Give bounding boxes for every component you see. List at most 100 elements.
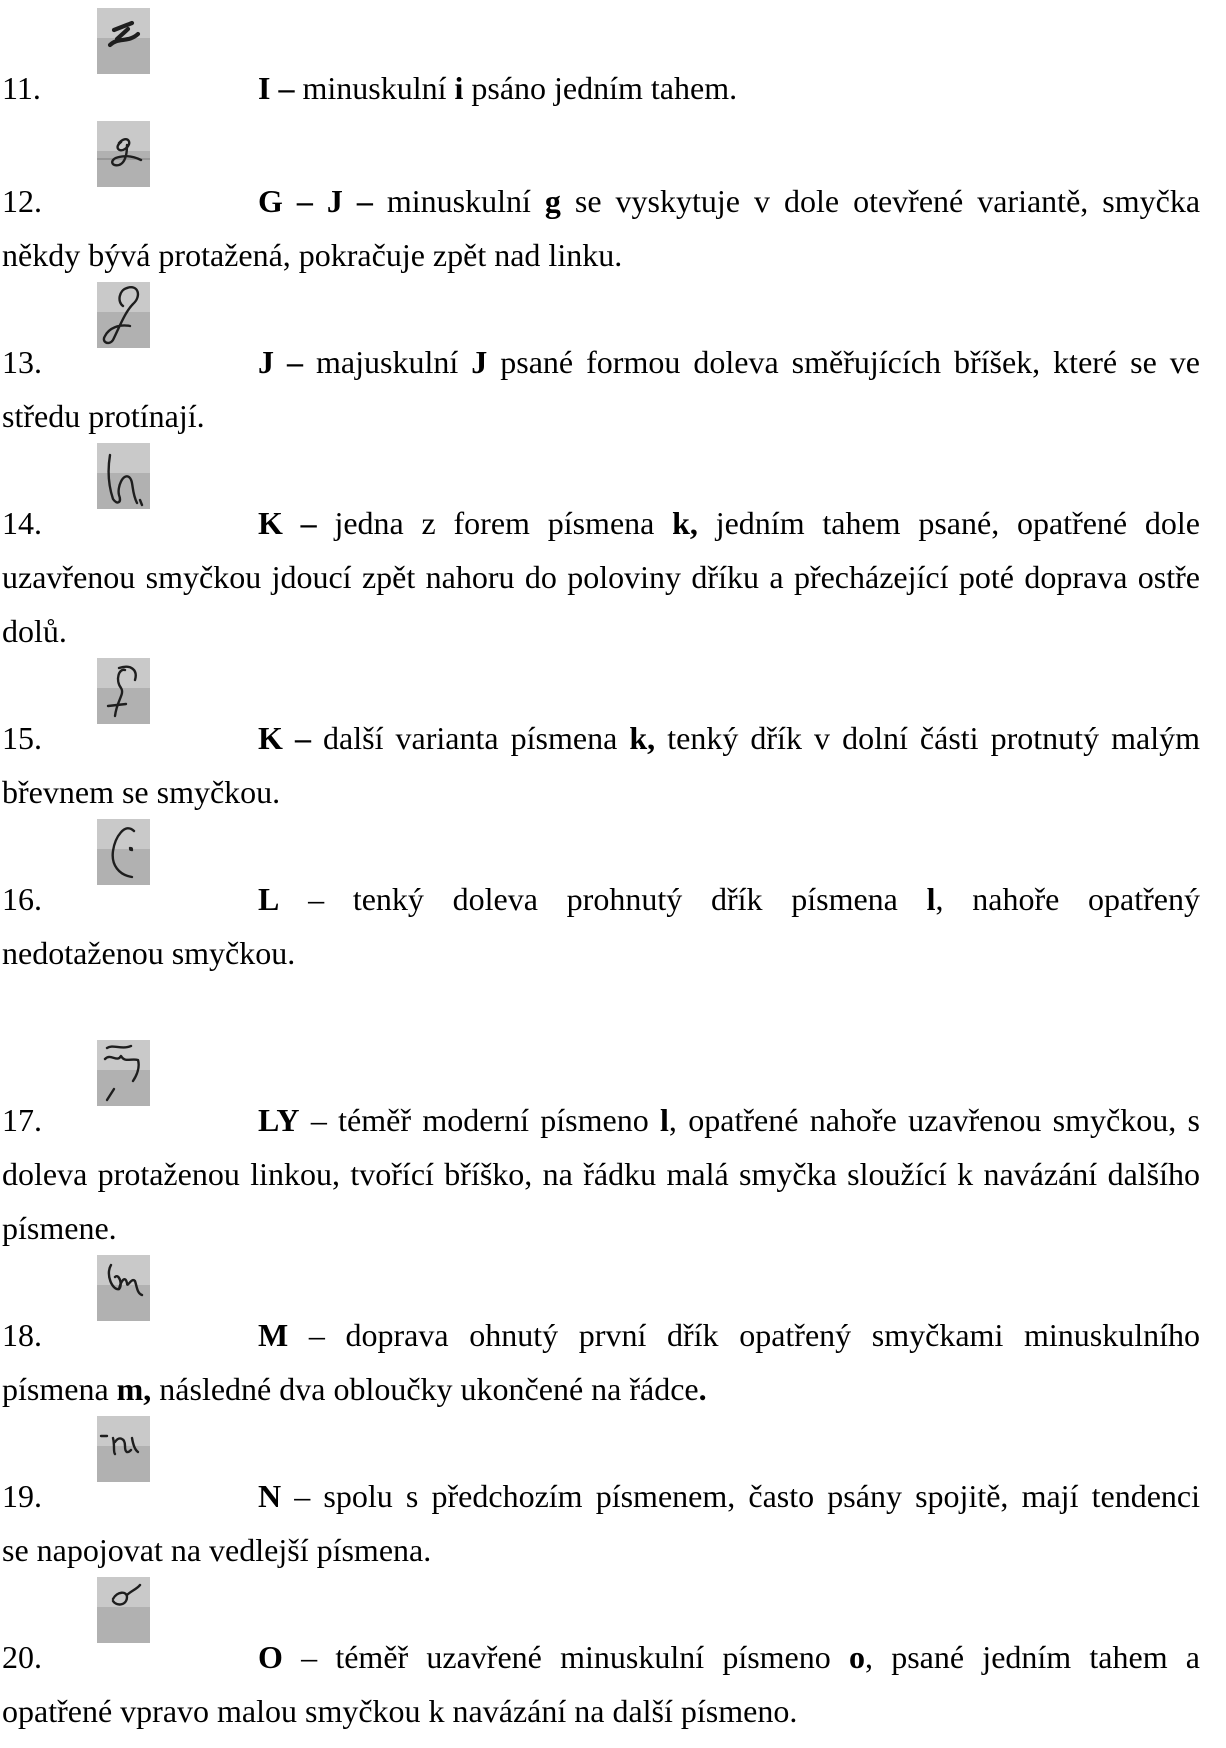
bold-text: I –: [258, 70, 295, 106]
handwriting-sample-image: [97, 658, 150, 724]
handwriting-sample-image: [97, 1040, 150, 1106]
text-run: – téměř uzavřené minuskulní písmeno: [282, 1639, 849, 1675]
bold-text: m,: [116, 1371, 152, 1407]
list-item: 16. L – tenký doleva prohnutý dřík písmen…: [2, 819, 1200, 971]
text-run: další varianta písmena: [310, 720, 630, 756]
text-run: uzavřenou smyčkou jdoucí zpět nahoru do …: [2, 559, 1200, 595]
handwritten-k-icon: [97, 443, 150, 509]
description-line: O – téměř uzavřené minuskulní písmeno o,…: [258, 1630, 1200, 1684]
description-line: písmena m, následné dva obloučky ukončen…: [2, 1362, 1200, 1416]
text-run: tenký dřík v dolní části protnutý malým: [655, 720, 1200, 756]
bold-text: N: [258, 1478, 282, 1514]
handwriting-sample-image: [97, 443, 150, 509]
bold-text: K –: [258, 720, 311, 756]
text-run: břevnem se smyčkou.: [2, 774, 281, 810]
bold-text: G – J –: [258, 183, 373, 219]
bold-text: g: [544, 183, 561, 219]
list-item: 19. N – spolu s předchozím písmenem, čast…: [2, 1416, 1200, 1568]
bold-text: l: [660, 1102, 669, 1138]
text-run: , opatřené nahoře uzavřenou smyčkou, s: [668, 1102, 1200, 1138]
bold-text: L: [258, 881, 280, 917]
handwriting-sample-image: [97, 1577, 150, 1643]
text-run: psané formou doleva směřujících bříšek, …: [487, 344, 1200, 380]
bold-text: M: [258, 1317, 289, 1353]
handwritten-o-icon: [97, 1577, 150, 1643]
description-line: G – J – minuskulní g se vyskytuje v dole…: [258, 174, 1200, 228]
handwriting-sample-image: [97, 121, 150, 187]
text-run: minuskulní: [294, 70, 455, 106]
handwriting-sample-image: [97, 282, 150, 348]
text-run: – doprava ohnutý první dřík opatřený smy…: [288, 1317, 1200, 1353]
text-run: někdy bývá protažená, pokračuje zpět nad…: [2, 237, 623, 273]
description-line: někdy bývá protažená, pokračuje zpět nad…: [2, 228, 1200, 282]
text-run: majuskulní: [303, 344, 472, 380]
description-line: N – spolu s předchozím písmenem, často p…: [258, 1469, 1200, 1523]
bold-text: LY: [258, 1102, 300, 1138]
description-line: břevnem se smyčkou.: [2, 765, 1200, 819]
handwritten-k-variant-icon: [97, 658, 150, 724]
item-number: 20.: [2, 1639, 42, 1675]
description-line: nedotaženou smyčkou.: [2, 926, 1200, 980]
description-line: I – minuskulní i psáno jedním tahem.: [258, 61, 1200, 115]
item-number: 13.: [2, 344, 42, 380]
description-line: uzavřenou smyčkou jdoucí zpět nahoru do …: [2, 550, 1200, 604]
text-run: opatřené vpravo malou smyčkou k navázání…: [2, 1693, 798, 1729]
item-number: 15.: [2, 720, 42, 756]
bold-text: k,: [672, 505, 698, 541]
text-run: jedna z forem písmena: [316, 505, 673, 541]
list-item: 14. K – jedna z forem písmena k, jedním t…: [2, 443, 1200, 649]
text-run: následné dva obloučky ukončené na řádce: [151, 1371, 699, 1407]
description-line: doleva protaženou linkou, tvořící bříško…: [2, 1147, 1200, 1201]
list-item: 20. O – téměř uzavřené minuskulní písmeno…: [2, 1577, 1200, 1729]
bold-text: O: [258, 1639, 283, 1675]
item-number: 11.: [2, 70, 41, 106]
bold-text: o: [849, 1639, 865, 1675]
description-line: dolů.: [2, 604, 1200, 658]
description-line: se napojovat na vedlejší písmena.: [2, 1523, 1200, 1577]
text-run: středu protínají.: [2, 398, 205, 434]
item-number: 12.: [2, 183, 42, 219]
bold-text: J: [471, 344, 488, 380]
bold-text: .: [698, 1371, 707, 1407]
text-run: písmena: [2, 1371, 117, 1407]
list-item: 15. K – další varianta písmena k, tenký d…: [2, 658, 1200, 810]
text-run: jedním tahem psané, opatřené dole: [697, 505, 1200, 541]
description-line: opatřené vpravo malou smyčkou k navázání…: [2, 1684, 1200, 1738]
handwritten-i-icon: [97, 8, 150, 74]
list-item: 12. G – J – minuskulní g se vyskytuje v d…: [2, 121, 1200, 273]
description-line: písmene.: [2, 1201, 1200, 1255]
handwritten-g-icon: [97, 121, 150, 187]
text-run: nedotaženou smyčkou.: [2, 935, 296, 971]
text-run: doleva protaženou linkou, tvořící bříško…: [2, 1156, 1200, 1192]
text-run: psáno jedním tahem.: [463, 70, 738, 106]
item-number: 19.: [2, 1478, 42, 1514]
handwriting-sample-image: [97, 1416, 150, 1482]
text-run: písmene.: [2, 1210, 117, 1246]
handwritten-ly-icon: [97, 1040, 150, 1106]
item-number: 16.: [2, 881, 42, 917]
handwritten-j-icon: [97, 282, 150, 348]
text-run: se napojovat na vedlejší písmena.: [2, 1532, 432, 1568]
description-line: L – tenký doleva prohnutý dřík písmena l…: [258, 872, 1200, 926]
list-item: 11. I – minuskulní i psáno jedním tahem.: [2, 8, 1200, 115]
bold-text: J –: [258, 344, 304, 380]
list-item: 13. J – majuskulní J psané formou doleva …: [2, 282, 1200, 434]
description-line: M – doprava ohnutý první dřík opatřený s…: [258, 1308, 1200, 1362]
handwritten-n-icon: [97, 1416, 150, 1482]
description-line: LY – téměř moderní písmeno l, opatřené n…: [258, 1093, 1200, 1147]
description-line: J – majuskulní J psané formou doleva smě…: [258, 335, 1200, 389]
handwritten-l-icon: [97, 819, 150, 885]
bold-text: k,: [629, 720, 656, 756]
description-line: středu protínají.: [2, 389, 1200, 443]
handwritten-m-icon: [97, 1255, 150, 1321]
item-number: 17.: [2, 1102, 42, 1138]
list-item: 18. M – doprava ohnutý první dřík opatřen…: [2, 1255, 1200, 1407]
text-run: dolů.: [2, 613, 67, 649]
text-run: – tenký doleva prohnutý dřík písmena: [279, 881, 927, 917]
description-line: K – jedna z forem písmena k, jedním tahe…: [258, 496, 1200, 550]
handwriting-sample-image: [97, 8, 150, 74]
bold-text: l: [926, 881, 936, 917]
item-number: 14.: [2, 505, 42, 541]
item-number: 18.: [2, 1317, 42, 1353]
